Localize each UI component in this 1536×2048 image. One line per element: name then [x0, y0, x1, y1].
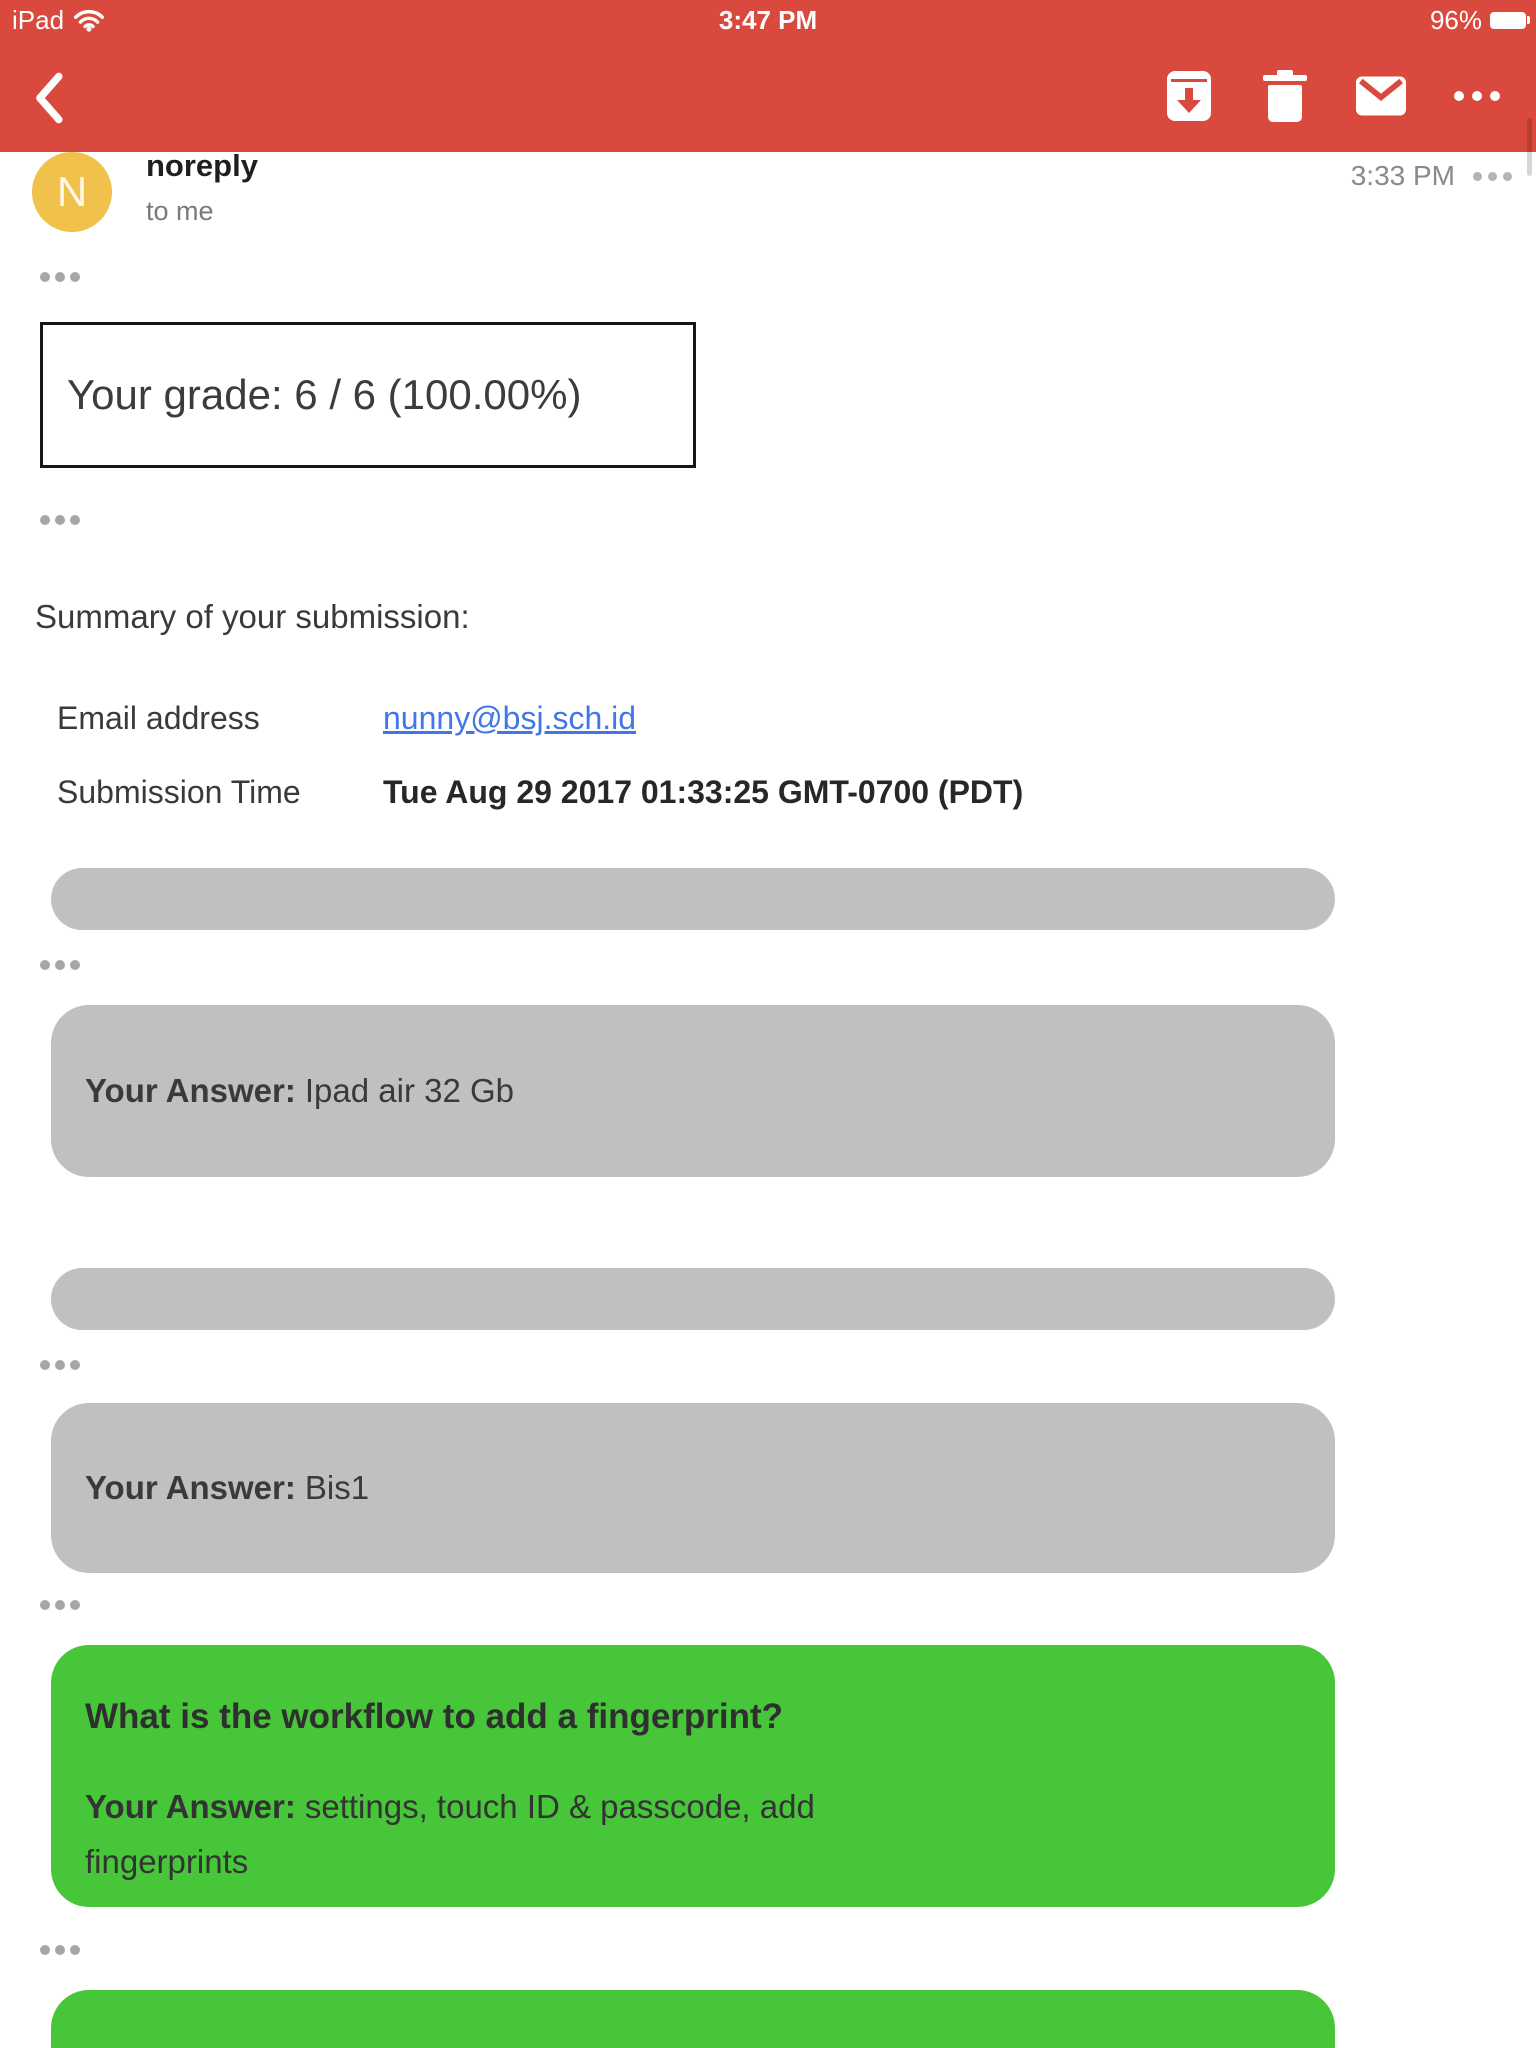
- question-title: What is the workflow to add a fingerprin…: [85, 1697, 784, 1736]
- trimmed-content-icon[interactable]: [40, 960, 80, 970]
- more-button[interactable]: [1452, 68, 1502, 124]
- status-clock: 3:47 PM: [718, 5, 818, 35]
- grade-box: Your grade: 6 / 6 (100.00%): [40, 322, 696, 468]
- avatar[interactable]: N: [32, 152, 112, 232]
- scrollbar[interactable]: [1527, 118, 1532, 176]
- trash-icon: [1263, 70, 1307, 122]
- trimmed-content-icon[interactable]: [40, 1945, 80, 1955]
- delete-button[interactable]: [1260, 68, 1310, 124]
- trimmed-content-icon[interactable]: [40, 515, 80, 525]
- question-header-bar: [51, 868, 1335, 930]
- message-details-toggle[interactable]: to me: [146, 196, 214, 226]
- avatar-initial: N: [56, 168, 88, 215]
- correct-answer-bubble-partial: [51, 1990, 1335, 2048]
- archive-icon: [1167, 71, 1211, 121]
- answer-prefix: Your Answer:: [85, 1469, 296, 1506]
- trimmed-content-icon[interactable]: [40, 1360, 80, 1370]
- battery-percent: 96%: [1429, 4, 1482, 35]
- answer-prefix: Your Answer:: [85, 1072, 296, 1109]
- answer-bubble: Your Answer: Ipad air 32 Gb: [51, 1005, 1335, 1177]
- status-right: 96%: [1429, 0, 1530, 40]
- correct-answer-bubble: What is the workflow to add a fingerprin…: [51, 1645, 1335, 1907]
- email-link[interactable]: nunny@bsj.sch.id: [383, 700, 637, 736]
- battery-icon: [1490, 11, 1530, 29]
- field-label-email: Email address: [57, 700, 260, 736]
- overflow-icon: [1454, 91, 1500, 101]
- chevron-left-icon: [36, 72, 63, 124]
- summary-heading: Summary of your submission:: [35, 598, 470, 635]
- trimmed-content-icon[interactable]: [40, 272, 80, 282]
- envelope-icon: [1356, 76, 1406, 116]
- answer-text: Bis1: [304, 1469, 370, 1506]
- back-button[interactable]: [26, 70, 70, 126]
- submission-time-value: Tue Aug 29 2017 01:33:25 GMT-0700 (PDT): [383, 774, 1024, 810]
- message-time: 3:33 PM: [1350, 160, 1455, 191]
- field-label-submission-time: Submission Time: [57, 774, 301, 810]
- message-menu-icon[interactable]: [1473, 171, 1512, 181]
- toolbar-actions: [1164, 40, 1502, 152]
- status-bar: iPad 3:47 PM 96%: [0, 0, 1536, 40]
- answer-prefix: Your Answer:: [85, 1788, 296, 1825]
- toolbar: [0, 40, 1536, 152]
- answer-text: Your Answer: settings, touch ID & passcod…: [85, 1788, 815, 1880]
- sender-name: noreply: [146, 148, 258, 183]
- answer-text: Ipad air 32 Gb: [304, 1072, 514, 1109]
- status-left: iPad: [12, 0, 105, 40]
- question-header-bar: [51, 1268, 1335, 1330]
- archive-button[interactable]: [1164, 68, 1214, 124]
- wifi-icon: [74, 9, 105, 32]
- carrier-label: iPad: [12, 4, 65, 35]
- message-meta: 3:33 PM: [1351, 160, 1512, 192]
- grade-text: Your grade: 6 / 6 (100.00%): [67, 371, 582, 418]
- trimmed-content-icon[interactable]: [40, 1600, 80, 1610]
- answer-bubble: Your Answer: Bis1: [51, 1403, 1335, 1573]
- mark-unread-button[interactable]: [1356, 68, 1406, 124]
